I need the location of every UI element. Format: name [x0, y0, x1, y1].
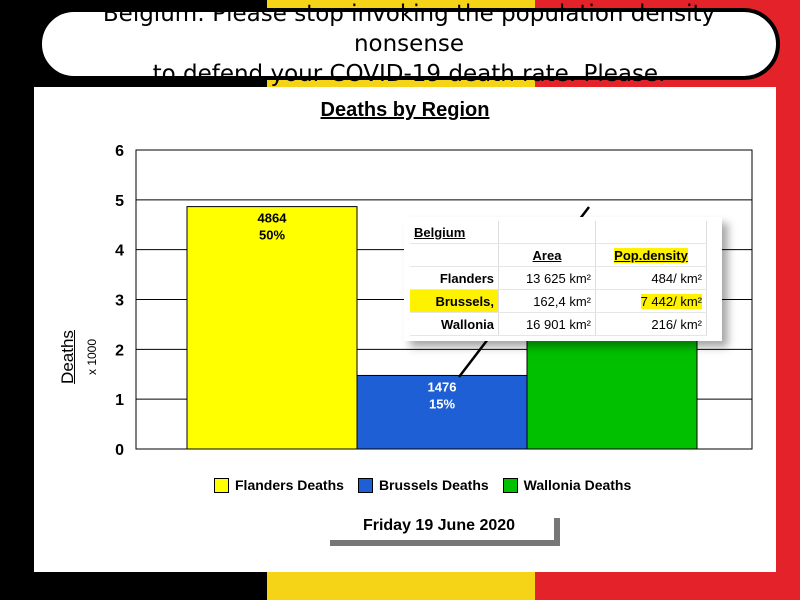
table-row: Belgium — [410, 221, 707, 244]
bar-brussels — [356, 374, 528, 450]
legend-label-wallonia: Wallonia Deaths — [523, 477, 632, 493]
legend-swatch-brussels — [357, 477, 373, 493]
y-tick-label: 0 — [115, 442, 124, 459]
legend-item-flanders: Flanders Deaths — [214, 477, 344, 493]
row-label: Wallonia — [410, 312, 499, 336]
chart-panel: Deaths by Region 0123456486450%147615%33… — [34, 87, 776, 572]
chart-legend: Flanders Deaths Brussels Deaths Wallonia… — [214, 477, 631, 493]
density-table: Belgium Area Pop.density Flanders 13 625… — [410, 221, 707, 336]
table-row: Flanders 13 625 km² 484/ km² — [410, 266, 707, 290]
area-cell: 162,4 km² — [498, 289, 596, 313]
table-header-row: Area Pop.density — [410, 243, 707, 267]
y-tick-label: 2 — [115, 342, 124, 359]
data-label-count: 4864 — [258, 211, 288, 226]
footer-date: Friday 19 June 2020 — [324, 512, 554, 540]
headline-line-2: to defend your COVID-19 death rate. Plea… — [152, 61, 666, 87]
area-cell: 13 625 km² — [498, 266, 596, 290]
density-cell: 7 442/ km² — [640, 293, 702, 309]
table-title: Belgium — [410, 221, 499, 244]
density-cell: 484/ km² — [595, 266, 707, 290]
data-label-pct: 50% — [259, 228, 285, 243]
legend-swatch-wallonia — [502, 477, 518, 493]
bar-flanders — [186, 206, 358, 450]
y-axis-unit: x 1000 — [85, 338, 99, 376]
legend-item-brussels: Brussels Deaths — [357, 477, 489, 493]
data-label-pct: 15% — [429, 396, 455, 411]
area-cell: 16 901 km² — [498, 312, 596, 336]
headline-line-1: Belgium: Please stop invoking the popula… — [102, 1, 716, 57]
column-header-density: Pop.density — [614, 247, 688, 263]
y-tick-label: 6 — [115, 143, 124, 160]
y-axis-label: Deaths — [58, 330, 77, 384]
y-tick-label: 1 — [115, 392, 124, 409]
chart-title: Deaths by Region — [320, 99, 490, 121]
legend-label-brussels: Brussels Deaths — [378, 477, 489, 493]
row-label: Flanders — [410, 266, 499, 290]
column-header-area: Area — [498, 243, 596, 267]
density-cell: 216/ km² — [595, 312, 707, 336]
y-tick-label: 3 — [115, 293, 124, 310]
legend-swatch-flanders — [214, 477, 229, 493]
headline-banner: Belgium: Please stop invoking the popula… — [38, 1, 780, 87]
density-table-box: Belgium Area Pop.density Flanders 13 625… — [404, 217, 722, 341]
y-tick-label: 5 — [115, 193, 124, 210]
legend-item-wallonia: Wallonia Deaths — [502, 477, 632, 493]
table-row: Brussels, 162,4 km² 7 442/ km² — [410, 289, 707, 313]
legend-label-flanders: Flanders Deaths — [235, 477, 344, 493]
y-tick-label: 4 — [115, 243, 124, 260]
table-row: Wallonia 16 901 km² 216/ km² — [410, 312, 707, 336]
row-label: Brussels, — [410, 289, 499, 313]
data-label-count: 1476 — [428, 379, 457, 394]
